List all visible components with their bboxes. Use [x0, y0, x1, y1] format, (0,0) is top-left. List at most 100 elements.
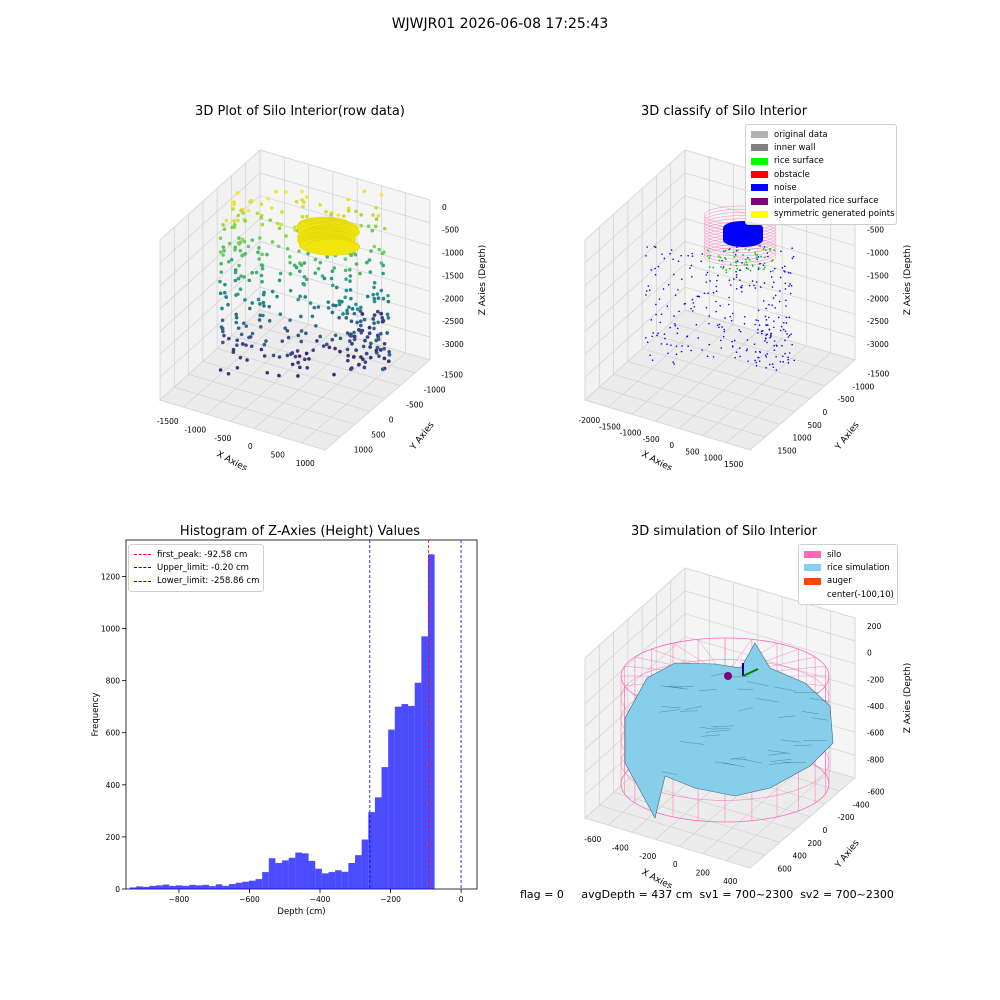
raw-data-point — [222, 290, 227, 295]
cls-z-axis-label: Z Axies (Depth) — [903, 245, 913, 316]
sim-grid-line — [702, 763, 807, 854]
noise-point — [758, 324, 761, 326]
raw-data-point — [236, 276, 241, 281]
rice-surface-point — [755, 256, 758, 259]
noise-point — [653, 245, 656, 248]
raw-data-point — [340, 299, 344, 304]
noise-point — [686, 335, 688, 338]
cls-grid-line — [599, 386, 766, 438]
legend-entry: silo — [804, 548, 892, 561]
noise-point — [723, 328, 726, 331]
raw-data-point — [313, 271, 318, 275]
raw-data-point — [264, 339, 268, 343]
noise-point — [747, 256, 749, 259]
raw-data-point — [347, 339, 352, 343]
raw-point-cloud — [218, 189, 392, 378]
raw-data-point — [371, 292, 376, 297]
histogram-bar — [209, 886, 216, 889]
raw-data-point — [387, 352, 392, 357]
cls-grid-line — [656, 335, 826, 387]
raw-data-point — [304, 277, 309, 282]
rice-surface-point — [733, 256, 736, 258]
raw-data-point — [230, 201, 235, 205]
raw-data-point — [274, 189, 279, 194]
raw-data-point — [237, 263, 241, 268]
raw-data-point — [318, 260, 323, 265]
noise-point — [766, 341, 768, 344]
raw-data-point — [277, 373, 281, 378]
rice-mesh-line — [714, 761, 736, 766]
noise-point — [670, 249, 673, 251]
noise-point — [771, 363, 774, 365]
noise-point — [746, 348, 749, 350]
raw-data-point — [245, 358, 249, 362]
noise-point — [771, 286, 774, 288]
raw-data-point — [230, 225, 234, 230]
raw-data-point — [236, 218, 240, 223]
histogram-bar — [215, 884, 223, 889]
cls-grid-line — [584, 263, 856, 355]
cls-grid-line — [584, 195, 856, 286]
histogram-bar — [328, 872, 336, 889]
raw-data-point — [279, 222, 283, 227]
legend-label: rice surface — [774, 156, 824, 167]
histogram-bar — [182, 885, 190, 889]
raw-data-point — [346, 206, 351, 211]
histogram-bar — [315, 868, 322, 889]
raw-data-point — [304, 331, 308, 336]
histogram-bar — [282, 860, 289, 889]
cls-grid-line — [655, 331, 759, 422]
noise-point — [708, 322, 710, 325]
histogram-bar — [381, 767, 389, 889]
raw-data-point — [288, 288, 293, 293]
noise-point — [666, 343, 668, 346]
noise-point — [784, 282, 787, 285]
raw-data-point — [262, 290, 266, 295]
noise-point — [715, 310, 718, 313]
rice-mesh-line — [793, 744, 812, 746]
raw-data-point — [275, 221, 280, 226]
raw-data-point — [346, 209, 351, 213]
raw-data-point — [295, 349, 300, 353]
sim-z-tick-label: -400 — [867, 702, 884, 711]
noise-point — [721, 259, 723, 262]
noise-point — [770, 332, 773, 335]
noise-point — [707, 292, 709, 294]
noise-point — [765, 334, 767, 337]
raw-data-point — [242, 275, 246, 279]
raw-data-point — [365, 260, 369, 265]
noise-point — [693, 305, 696, 308]
noise-point — [735, 270, 737, 273]
raw-data-point — [218, 368, 223, 372]
noise-point — [675, 353, 678, 356]
rice-surface-point — [751, 264, 754, 266]
raw-data-point — [220, 326, 225, 331]
noise-point — [771, 304, 773, 306]
raw-grid-line — [230, 331, 334, 422]
raw-data-point — [381, 296, 386, 301]
rice-mesh-line — [768, 752, 787, 756]
sim-y-tick-label: 200 — [808, 839, 823, 848]
rice-mesh-line — [730, 756, 746, 760]
noise-point — [757, 309, 760, 312]
noise-point — [654, 246, 657, 249]
raw-data-point — [239, 332, 244, 337]
raw-data-point — [380, 367, 385, 372]
histogram-bar — [348, 862, 356, 889]
legend-label: original data — [774, 129, 828, 140]
raw-data-point — [341, 312, 345, 316]
noise-point — [677, 260, 680, 262]
raw-data-point — [348, 367, 353, 372]
noise-point — [765, 367, 767, 369]
raw-data-point — [304, 195, 309, 199]
raw-grid-line — [231, 335, 401, 387]
raw-data-point — [316, 305, 321, 309]
noise-point — [760, 330, 763, 333]
legend-entry: rice simulation — [804, 561, 892, 574]
raw-data-point — [372, 244, 377, 249]
noise-point — [753, 343, 756, 345]
raw-data-point — [220, 318, 225, 323]
rice-mesh-line — [812, 717, 828, 721]
rice-mesh-line — [661, 706, 681, 708]
noise-point — [774, 267, 776, 270]
